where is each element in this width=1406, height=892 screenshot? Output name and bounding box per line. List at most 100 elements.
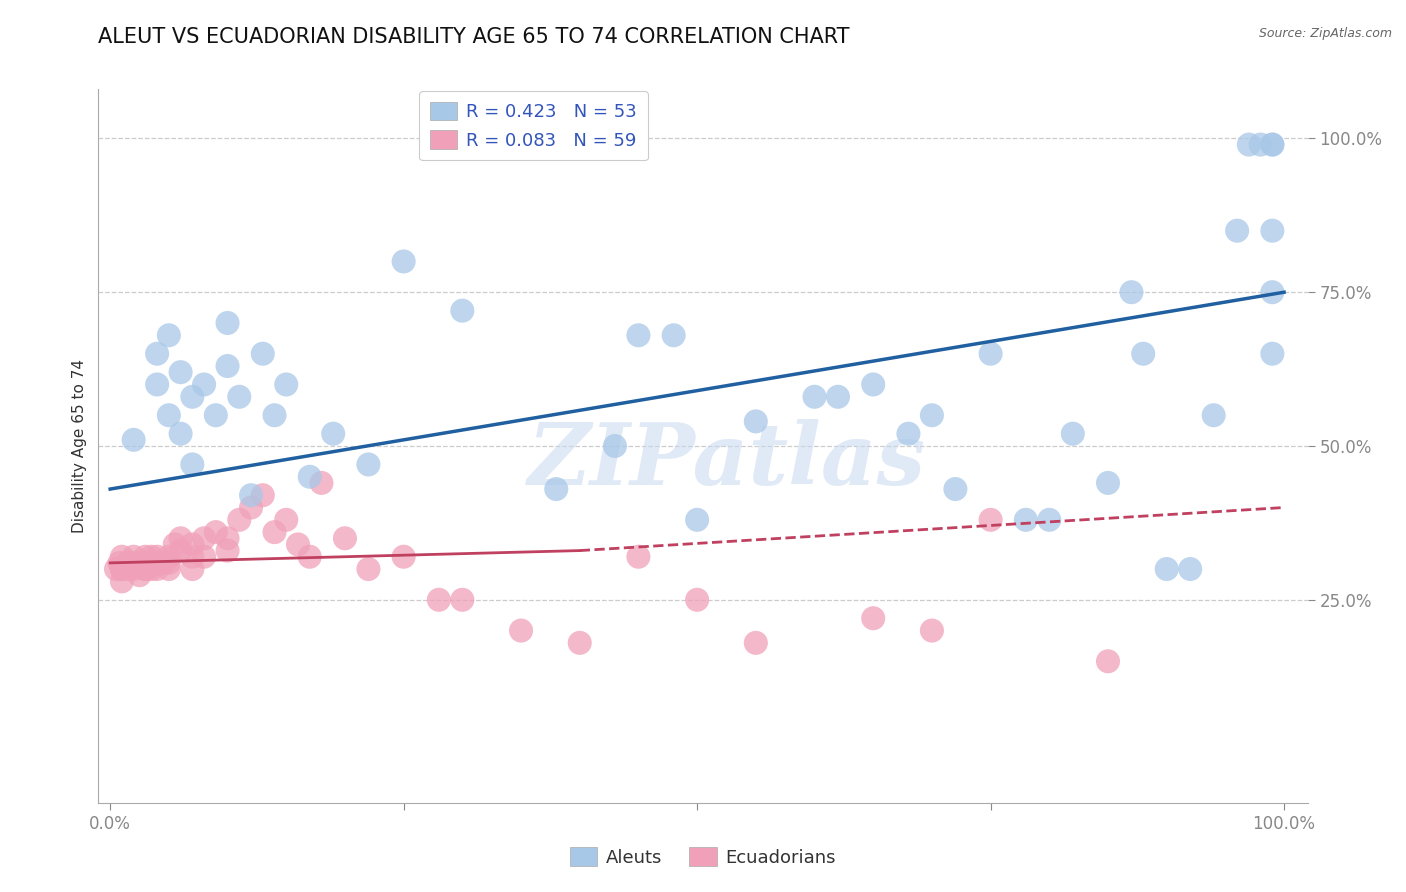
Point [827, 390, 849, 404]
Point [1250, 137, 1272, 152]
Point [1261, 137, 1284, 152]
Point [157, 549, 180, 564]
Point [1132, 347, 1154, 361]
Point [134, 562, 156, 576]
Point [169, 426, 191, 441]
Point [921, 409, 943, 423]
Text: Source: ZipAtlas.com: Source: ZipAtlas.com [1258, 27, 1392, 40]
Point [333, 531, 356, 545]
Point [662, 328, 685, 343]
Point [169, 531, 191, 545]
Point [240, 500, 263, 515]
Point [546, 482, 568, 496]
Point [217, 543, 239, 558]
Point [252, 488, 274, 502]
Point [392, 254, 415, 268]
Point [146, 377, 169, 392]
Point [686, 513, 709, 527]
Point [252, 347, 274, 361]
Point [193, 377, 215, 392]
Text: ZIPatlas: ZIPatlas [529, 418, 927, 502]
Point [122, 562, 145, 576]
Point [1261, 224, 1284, 238]
Point [276, 377, 298, 392]
Point [1121, 285, 1143, 300]
Point [134, 549, 156, 564]
Point [568, 636, 591, 650]
Point [111, 549, 134, 564]
Point [134, 556, 156, 570]
Point [146, 347, 169, 361]
Point [122, 549, 145, 564]
Point [686, 592, 709, 607]
Point [181, 537, 204, 551]
Point [134, 562, 156, 576]
Point [980, 513, 1002, 527]
Point [111, 562, 134, 576]
Point [217, 316, 239, 330]
Point [111, 562, 134, 576]
Point [157, 409, 180, 423]
Point [146, 556, 169, 570]
Point [627, 328, 650, 343]
Point [204, 409, 226, 423]
Point [157, 556, 180, 570]
Point [193, 549, 215, 564]
Point [322, 426, 344, 441]
Point [122, 556, 145, 570]
Point [1097, 475, 1119, 490]
Point [169, 365, 191, 379]
Point [451, 592, 474, 607]
Point [1202, 409, 1225, 423]
Point [287, 537, 309, 551]
Point [1261, 347, 1284, 361]
Point [152, 556, 174, 570]
Point [897, 426, 920, 441]
Point [169, 543, 191, 558]
Point [228, 390, 250, 404]
Point [146, 549, 169, 564]
Text: ALEUT VS ECUADORIAN DISABILITY AGE 65 TO 74 CORRELATION CHART: ALEUT VS ECUADORIAN DISABILITY AGE 65 TO… [98, 27, 849, 46]
Point [357, 458, 380, 472]
Point [1156, 562, 1178, 576]
Legend: R = 0.423   N = 53, R = 0.083   N = 59: R = 0.423 N = 53, R = 0.083 N = 59 [419, 91, 648, 161]
Point [163, 537, 186, 551]
Point [276, 513, 298, 527]
Point [311, 475, 333, 490]
Point [1015, 513, 1038, 527]
Point [1261, 285, 1284, 300]
Point [108, 556, 131, 570]
Point [1062, 426, 1084, 441]
Point [217, 359, 239, 373]
Point [128, 556, 150, 570]
Point [298, 549, 321, 564]
Point [392, 549, 415, 564]
Point [803, 390, 825, 404]
Point [862, 377, 884, 392]
Point [627, 549, 650, 564]
Point [157, 328, 180, 343]
Point [745, 414, 768, 428]
Point [921, 624, 943, 638]
Point [141, 549, 163, 564]
Point [240, 488, 263, 502]
Point [427, 592, 450, 607]
Point [357, 562, 380, 576]
Point [181, 458, 204, 472]
Point [945, 482, 967, 496]
Point [263, 525, 285, 540]
Point [1261, 137, 1284, 152]
Point [181, 390, 204, 404]
Point [745, 636, 768, 650]
Point [1226, 224, 1249, 238]
Point [1180, 562, 1202, 576]
Point [141, 562, 163, 576]
Point [181, 562, 204, 576]
Point [117, 556, 139, 570]
Point [228, 513, 250, 527]
Point [980, 347, 1002, 361]
Point [217, 531, 239, 545]
Point [105, 562, 128, 576]
Point [117, 562, 139, 576]
Point [128, 568, 150, 582]
